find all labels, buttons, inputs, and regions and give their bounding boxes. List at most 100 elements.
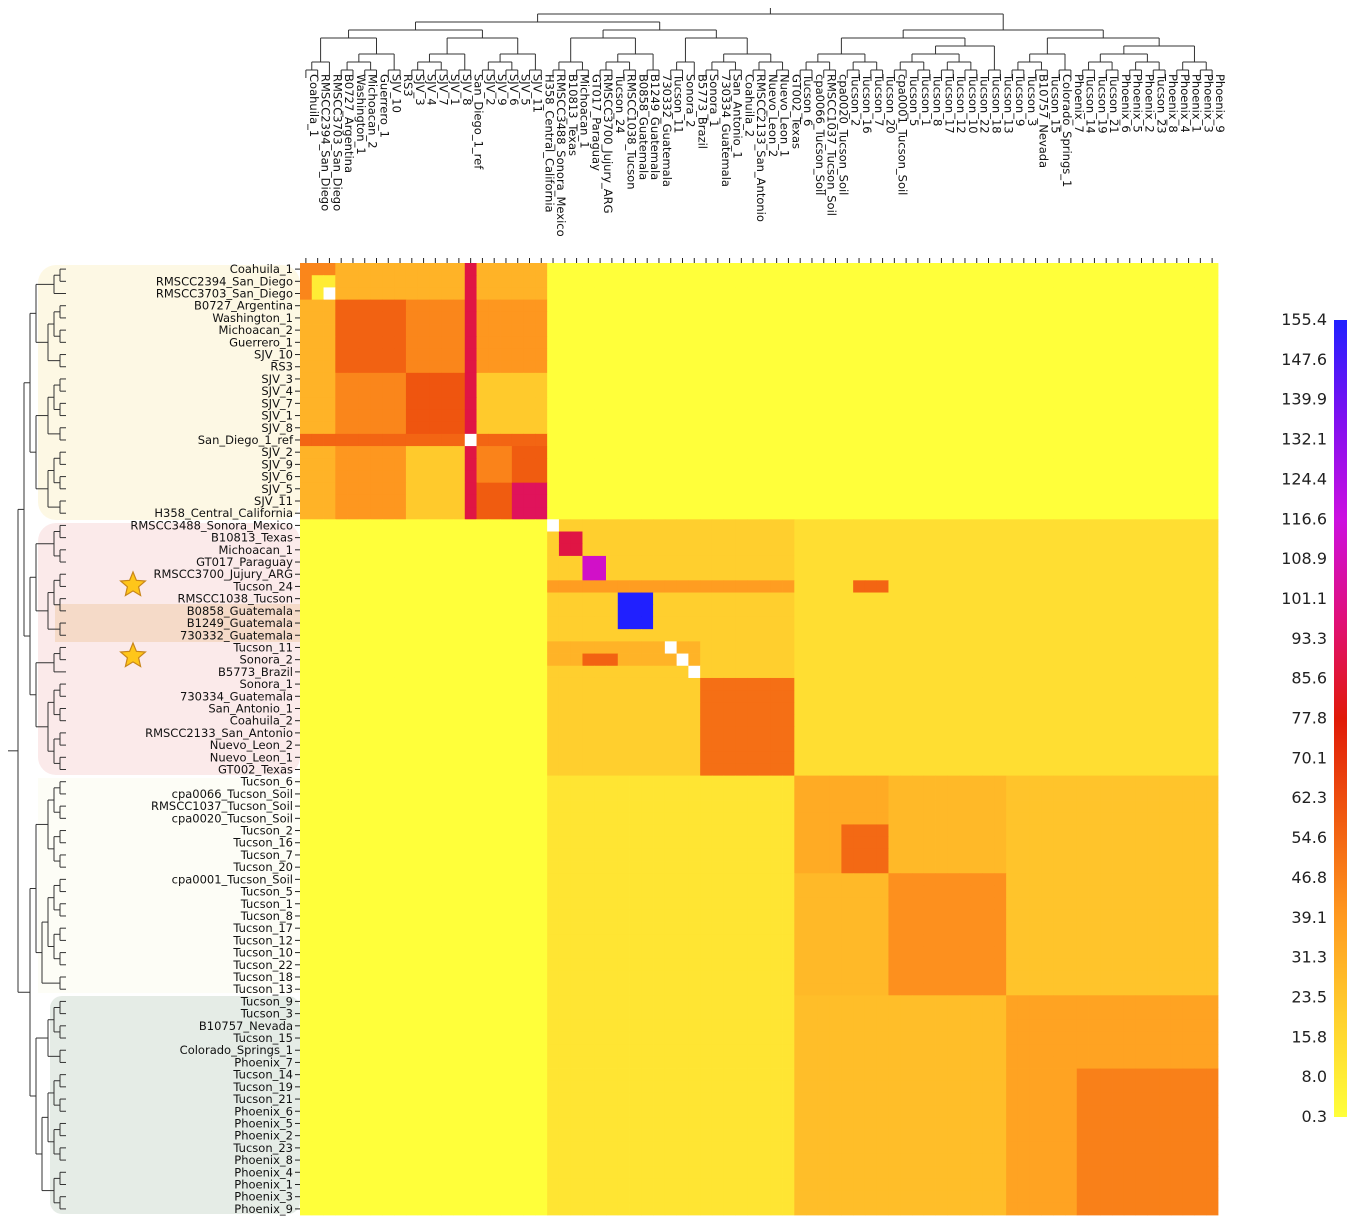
heatmap-cell: [700, 299, 713, 313]
heatmap-cell: [558, 604, 572, 618]
heatmap-cell: [523, 385, 536, 398]
heatmap-cell: [570, 299, 583, 313]
heatmap-cell: [994, 446, 1007, 459]
heatmap-cell: [441, 909, 454, 923]
heatmap-cell: [335, 739, 348, 752]
heatmap-cell: [570, 397, 583, 410]
heatmap-cell: [1088, 470, 1101, 484]
heatmap-cell: [417, 1019, 430, 1033]
heatmap-cell: [394, 1019, 407, 1033]
heatmap-cell: [1182, 629, 1195, 642]
heatmap-cell: [676, 470, 689, 484]
heatmap-cell: [1123, 348, 1137, 362]
heatmap-cell: [558, 739, 572, 752]
heatmap-cell: [959, 616, 972, 630]
heatmap-cell: [1088, 702, 1101, 715]
heatmap-cell: [1159, 836, 1172, 850]
heatmap-cell: [1123, 751, 1137, 764]
heatmap-cell: [1029, 482, 1042, 496]
heatmap-cell: [876, 555, 889, 569]
heatmap-cell: [370, 909, 383, 923]
heatmap-cell: [970, 348, 984, 362]
heatmap-cell: [1053, 739, 1066, 752]
heatmap-cell: [1017, 677, 1031, 691]
heatmap-cell: [700, 861, 713, 874]
heatmap-cell: [735, 983, 748, 996]
heatmap-cell: [770, 1019, 783, 1033]
heatmap-cell: [606, 580, 619, 593]
heatmap-cell: [688, 983, 701, 996]
heatmap-cell: [594, 507, 607, 520]
heatmap-cell: [1041, 824, 1054, 838]
heatmap-cell: [923, 934, 936, 947]
heatmap-cell: [1159, 641, 1172, 654]
heatmap-cell: [394, 653, 407, 667]
heatmap-cell: [853, 897, 866, 911]
heatmap-cell: [535, 897, 548, 911]
heatmap-cell: [617, 409, 630, 423]
heatmap-cell: [747, 592, 760, 606]
heatmap-cell: [606, 787, 619, 801]
heatmap-cell: [370, 311, 383, 325]
heatmap-cell: [1017, 848, 1031, 862]
heatmap-cell: [1159, 958, 1172, 972]
heatmap-cell: [1159, 787, 1172, 801]
heatmap-cell: [1182, 983, 1195, 996]
heatmap-cell: [1123, 397, 1137, 410]
heatmap-cell: [311, 397, 324, 410]
heatmap-cell: [535, 629, 548, 642]
heatmap-cell: [1041, 873, 1054, 886]
heatmap-cell: [829, 885, 842, 899]
heatmap-cell: [1147, 824, 1160, 838]
heatmap-cell: [535, 372, 548, 386]
heatmap-cell: [864, 494, 878, 508]
heatmap-cell: [629, 507, 642, 520]
heatmap-cell: [888, 934, 901, 947]
heatmap-cell: [888, 482, 901, 496]
heatmap-cell: [747, 885, 760, 899]
heatmap-cell: [1053, 519, 1066, 532]
heatmap-cell: [711, 519, 725, 532]
heatmap-cell: [1006, 507, 1019, 520]
heatmap-cell: [747, 714, 760, 728]
heatmap-cell: [864, 507, 878, 520]
heatmap-cell: [735, 1019, 748, 1033]
heatmap-cell: [417, 568, 430, 581]
heatmap-cell: [1076, 299, 1089, 313]
heatmap-cell: [311, 287, 324, 301]
heatmap-cell: [1112, 763, 1125, 777]
heatmap-cell: [759, 787, 772, 801]
heatmap-cell: [629, 531, 642, 545]
heatmap-cell: [923, 372, 936, 386]
heatmap-cell: [864, 385, 878, 398]
heatmap-cell: [1112, 324, 1125, 337]
heatmap-cell: [853, 909, 866, 923]
heatmap-cell: [370, 324, 383, 337]
heatmap-cell: [664, 787, 678, 801]
heatmap-cell: [782, 348, 795, 362]
heatmap-cell: [1194, 677, 1207, 691]
heatmap-cell: [864, 311, 878, 325]
heatmap-cell: [853, 336, 866, 349]
heatmap-cell: [323, 580, 336, 593]
heatmap-cell: [629, 1007, 642, 1021]
heatmap-cell: [817, 775, 831, 789]
heatmap-cell: [629, 726, 642, 740]
heatmap-cell: [864, 702, 878, 715]
heatmap-cell: [794, 324, 807, 337]
heatmap-cell: [441, 812, 454, 825]
heatmap-cell: [1170, 360, 1184, 374]
heatmap-cell: [1135, 531, 1148, 545]
heatmap-cell: [1017, 446, 1031, 459]
heatmap-cell: [912, 421, 925, 435]
heatmap-cell: [1206, 324, 1219, 337]
heatmap-cell: [500, 995, 513, 1008]
heatmap-cell: [770, 360, 783, 374]
heatmap-cell: [759, 543, 772, 557]
heatmap-cell: [1159, 507, 1172, 520]
heatmap-cell: [1041, 360, 1054, 374]
heatmap-cell: [723, 507, 736, 520]
heatmap-cell: [429, 763, 442, 777]
heatmap-cell: [523, 446, 536, 459]
heatmap-cell: [405, 531, 419, 545]
